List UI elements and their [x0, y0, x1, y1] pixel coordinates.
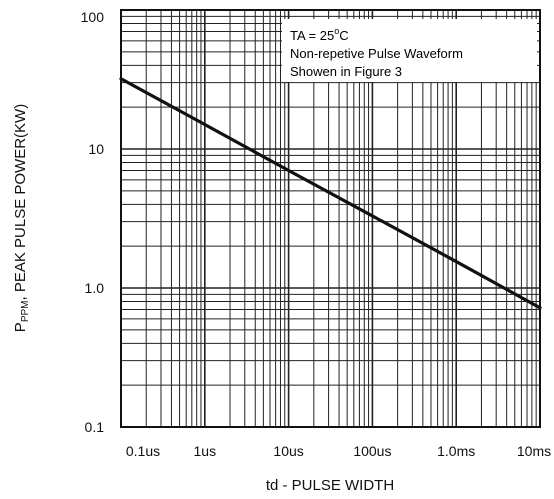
x-tick-label: 1us [194, 443, 217, 459]
y-tick-labels: 0.1 1.0 10 100 [81, 9, 105, 435]
annotation-temp-unit: C [339, 28, 348, 43]
y-tick-label: 10 [88, 141, 104, 157]
y-axis-label: PPPM, PEAK PULSE POWER(KW) [12, 104, 31, 332]
y-tick-label: 0.1 [85, 419, 105, 435]
x-tick-label: 100us [353, 443, 391, 459]
annotation-waveform: Non-repetive Pulse Waveform [290, 46, 463, 61]
annotation-box: TA = 25oC Non-repetive Pulse Waveform Sh… [282, 19, 537, 82]
annotation-temperature: TA = 25oC [290, 26, 349, 43]
annotation-temp-prefix: TA = 25 [290, 28, 334, 43]
x-tick-label: 10us [273, 443, 303, 459]
y-tick-label: 1.0 [85, 280, 105, 296]
y-axis-label-subscript: PPM [20, 301, 31, 323]
series-line-0 [119, 77, 542, 310]
x-tick-label: 1.0ms [437, 443, 475, 459]
grid [120, 10, 540, 428]
x-axis-label: td - PULSE WIDTH [266, 477, 394, 494]
y-axis-label-rest: , PEAK PULSE POWER(KW) [12, 104, 29, 301]
annotation-background [282, 19, 537, 82]
y-tick-label: 100 [81, 9, 105, 25]
annotation-figure-ref: Showen in Figure 3 [290, 64, 402, 79]
x-tick-label: 0.1us [126, 443, 160, 459]
x-tick-label: 10ms [517, 443, 551, 459]
x-tick-labels: 0.1us 1us 10us 100us 1.0ms 10ms [126, 443, 551, 459]
plot-frame [120, 9, 541, 428]
series-group [119, 77, 542, 310]
y-axis-label-p: P [12, 322, 29, 332]
annotation-temp-degree: o [334, 26, 339, 36]
